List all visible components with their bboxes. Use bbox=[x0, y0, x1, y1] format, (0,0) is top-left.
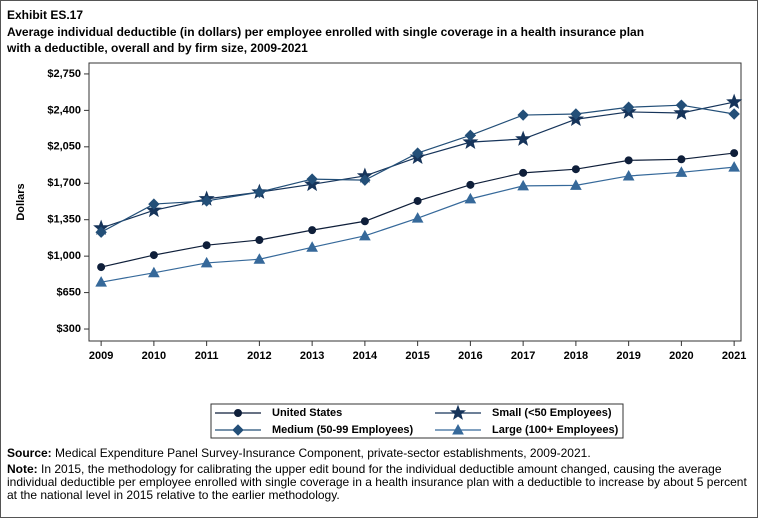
x-tick-label: 2010 bbox=[142, 350, 166, 362]
marker bbox=[622, 101, 635, 113]
marker bbox=[570, 179, 582, 190]
marker bbox=[253, 186, 266, 198]
x-tick-label: 2017 bbox=[511, 350, 535, 362]
y-tick-label: $2,050 bbox=[47, 141, 81, 153]
marker bbox=[449, 404, 467, 420]
x-tick-label: 2019 bbox=[616, 350, 640, 362]
marker bbox=[148, 198, 160, 210]
marker bbox=[675, 166, 688, 177]
marker bbox=[517, 179, 529, 191]
marker bbox=[306, 173, 318, 185]
note: Note: In 2015, the methodology for calib… bbox=[7, 463, 747, 502]
legend-box bbox=[210, 403, 624, 439]
chart-title: with a deductible, overall and by firm s… bbox=[7, 41, 308, 55]
marker bbox=[464, 192, 477, 204]
marker bbox=[624, 156, 633, 165]
marker bbox=[95, 226, 107, 238]
source-text: Medical Expenditure Panel Survey-Insuran… bbox=[55, 446, 591, 460]
marker bbox=[677, 155, 686, 164]
marker bbox=[359, 229, 371, 241]
marker bbox=[730, 149, 739, 158]
series-line bbox=[100, 101, 735, 229]
legend-label: Small (<50 Employees) bbox=[492, 407, 612, 419]
marker bbox=[517, 109, 529, 121]
marker bbox=[452, 423, 464, 435]
y-tick-label: $300 bbox=[57, 323, 81, 335]
y-tick-label: $650 bbox=[57, 286, 81, 298]
y-tick-label: $2,400 bbox=[47, 104, 81, 116]
x-tick-label: 2012 bbox=[247, 350, 271, 362]
y-tick-label: $1,000 bbox=[47, 250, 81, 262]
marker bbox=[306, 241, 318, 252]
source-label: Source: bbox=[7, 446, 52, 460]
marker bbox=[411, 147, 424, 159]
series-line bbox=[101, 166, 735, 283]
marker bbox=[462, 133, 479, 149]
x-tick-label: 2013 bbox=[300, 350, 324, 362]
marker bbox=[622, 169, 635, 181]
source: Source: Medical Expenditure Panel Survey… bbox=[7, 447, 747, 460]
marker bbox=[253, 253, 266, 264]
marker bbox=[413, 196, 422, 205]
marker bbox=[519, 168, 528, 177]
marker bbox=[200, 195, 213, 207]
marker bbox=[149, 251, 158, 260]
x-tick-label: 2016 bbox=[458, 350, 482, 362]
chart-title: Average individual deductible (in dollar… bbox=[7, 25, 645, 39]
marker bbox=[673, 104, 690, 120]
marker bbox=[570, 108, 582, 120]
marker bbox=[200, 256, 213, 268]
marker bbox=[726, 93, 743, 109]
marker bbox=[234, 409, 242, 417]
marker bbox=[464, 129, 477, 142]
series-line bbox=[100, 152, 735, 268]
note-text: In 2015, the methodology for calibrating… bbox=[7, 462, 747, 502]
x-tick-label: 2009 bbox=[89, 350, 113, 362]
marker bbox=[202, 241, 211, 250]
legend-label: United States bbox=[272, 407, 342, 419]
marker bbox=[359, 174, 371, 186]
exhibit-label: Exhibit ES.17 bbox=[7, 8, 84, 22]
x-tick-label: 2011 bbox=[195, 350, 219, 362]
x-tick-label: 2021 bbox=[722, 350, 746, 362]
marker bbox=[675, 99, 688, 111]
note-label: Note: bbox=[7, 462, 38, 476]
marker bbox=[728, 161, 740, 172]
x-tick-label: 2015 bbox=[405, 350, 429, 362]
x-tick-label: 2020 bbox=[669, 350, 693, 362]
marker bbox=[308, 226, 317, 235]
marker bbox=[148, 266, 160, 278]
marker bbox=[360, 217, 369, 226]
legend-label: Large (100+ Employees) bbox=[492, 424, 619, 436]
marker bbox=[97, 263, 106, 272]
legend-label: Medium (50-99 Employees) bbox=[272, 424, 414, 436]
x-tick-label: 2014 bbox=[353, 350, 378, 362]
marker bbox=[571, 165, 580, 174]
y-axis-label: Dollars bbox=[15, 183, 27, 220]
y-tick-label: $1,700 bbox=[47, 177, 81, 189]
marker bbox=[515, 130, 532, 146]
marker bbox=[255, 236, 264, 245]
marker bbox=[95, 276, 107, 287]
y-tick-label: $2,750 bbox=[47, 68, 81, 80]
plot-frame bbox=[88, 62, 742, 342]
y-tick-label: $1,350 bbox=[47, 214, 81, 226]
marker bbox=[411, 212, 424, 223]
marker bbox=[466, 180, 475, 189]
marker bbox=[232, 424, 244, 436]
marker bbox=[728, 108, 740, 120]
x-tick-label: 2018 bbox=[564, 350, 588, 362]
